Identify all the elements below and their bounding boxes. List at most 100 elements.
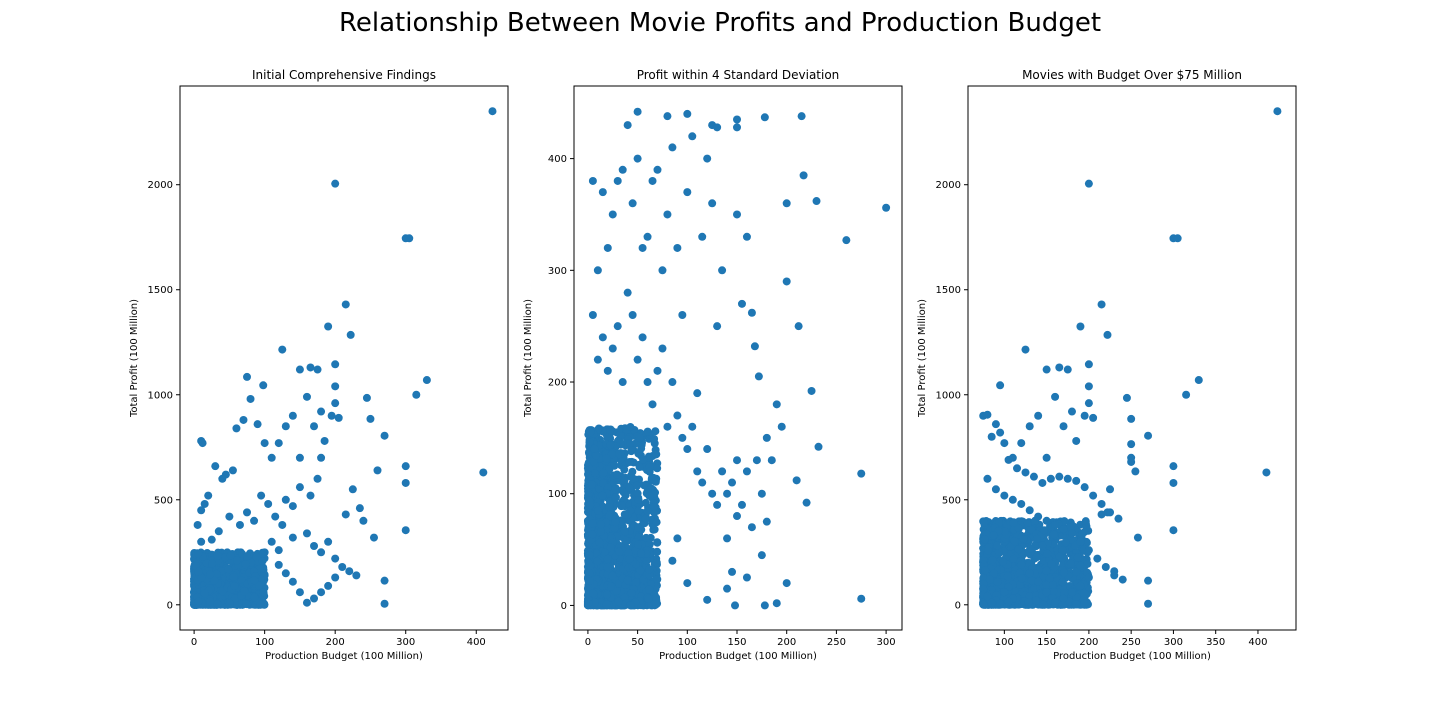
data-point bbox=[281, 495, 290, 504]
data-point bbox=[812, 197, 821, 206]
data-point bbox=[673, 411, 682, 420]
data-point bbox=[652, 518, 661, 527]
data-point bbox=[206, 570, 215, 579]
y-tick-label: 1500 bbox=[148, 285, 173, 296]
x-tick-label: 50 bbox=[631, 637, 644, 648]
data-point bbox=[1066, 523, 1075, 532]
data-point bbox=[994, 548, 1003, 557]
data-point bbox=[713, 123, 722, 132]
data-point bbox=[698, 478, 707, 487]
data-point bbox=[588, 310, 597, 319]
data-point bbox=[1000, 439, 1009, 448]
data-point bbox=[1017, 499, 1026, 508]
data-point bbox=[1059, 594, 1068, 603]
data-point bbox=[985, 575, 994, 584]
x-tick-label: 250 bbox=[1122, 637, 1141, 648]
x-tick-label: 350 bbox=[1206, 637, 1225, 648]
data-point bbox=[663, 112, 672, 121]
data-point bbox=[598, 188, 607, 197]
data-point bbox=[698, 232, 707, 241]
data-point bbox=[310, 422, 319, 431]
data-point bbox=[595, 538, 604, 547]
data-point bbox=[235, 520, 244, 529]
data-point bbox=[230, 594, 239, 603]
data-point bbox=[1013, 464, 1022, 473]
data-point bbox=[1110, 567, 1119, 576]
data-point bbox=[1008, 495, 1017, 504]
data-point bbox=[596, 527, 605, 536]
data-point bbox=[1042, 581, 1051, 590]
data-point bbox=[668, 143, 677, 152]
data-point bbox=[782, 277, 791, 286]
data-point bbox=[620, 510, 629, 519]
data-point bbox=[814, 442, 823, 451]
data-point bbox=[1032, 596, 1041, 605]
data-point bbox=[633, 355, 642, 364]
data-point bbox=[588, 176, 597, 185]
data-point bbox=[754, 372, 763, 381]
data-point bbox=[1063, 474, 1072, 483]
data-point bbox=[422, 376, 431, 385]
data-point bbox=[625, 554, 634, 563]
data-point bbox=[1182, 390, 1191, 399]
data-point bbox=[683, 109, 692, 118]
data-point bbox=[1051, 392, 1060, 401]
data-point bbox=[240, 587, 249, 596]
data-point bbox=[228, 466, 237, 475]
data-point bbox=[634, 523, 643, 532]
data-point bbox=[625, 483, 634, 492]
data-point bbox=[993, 577, 1002, 586]
y-tick-label: 500 bbox=[942, 495, 961, 506]
data-point bbox=[693, 389, 702, 398]
data-point bbox=[194, 597, 203, 606]
y-tick-label: 0 bbox=[167, 600, 173, 611]
data-point bbox=[645, 491, 654, 500]
data-point bbox=[1039, 600, 1048, 609]
data-point bbox=[590, 598, 599, 607]
data-point bbox=[590, 444, 599, 453]
data-point bbox=[594, 506, 603, 515]
data-point bbox=[259, 381, 268, 390]
data-point bbox=[193, 520, 202, 529]
data-point bbox=[1080, 599, 1089, 608]
data-point bbox=[1127, 440, 1136, 449]
data-point bbox=[983, 410, 992, 419]
data-point bbox=[331, 554, 340, 563]
data-point bbox=[1032, 534, 1041, 543]
data-point bbox=[1169, 462, 1178, 471]
data-point bbox=[980, 535, 989, 544]
data-point bbox=[211, 462, 220, 471]
data-point bbox=[194, 567, 203, 576]
data-point bbox=[633, 107, 642, 116]
data-point bbox=[1084, 573, 1093, 582]
data-point bbox=[274, 560, 283, 569]
data-point bbox=[362, 393, 371, 402]
x-tick-label: 250 bbox=[827, 637, 846, 648]
data-point bbox=[742, 573, 751, 582]
data-point bbox=[250, 593, 259, 602]
data-point bbox=[288, 411, 297, 420]
data-point bbox=[225, 599, 234, 608]
data-point bbox=[348, 485, 357, 494]
data-point bbox=[678, 433, 687, 442]
data-point bbox=[772, 400, 781, 409]
data-point bbox=[224, 565, 233, 574]
y-tick-label: 100 bbox=[548, 489, 567, 500]
data-point bbox=[1133, 533, 1142, 542]
x-tick-label: 200 bbox=[326, 637, 345, 648]
y-axis-label: Total Profit (100 Million) bbox=[523, 299, 534, 418]
data-point bbox=[728, 478, 737, 487]
data-point bbox=[200, 499, 209, 508]
data-point bbox=[288, 533, 297, 542]
data-point bbox=[1076, 322, 1085, 331]
data-point bbox=[593, 266, 602, 275]
data-point bbox=[639, 455, 648, 464]
data-point bbox=[1067, 588, 1076, 597]
data-point bbox=[635, 448, 644, 457]
data-point bbox=[603, 590, 612, 599]
data-point bbox=[198, 439, 207, 448]
data-point bbox=[1063, 365, 1072, 374]
data-point bbox=[1042, 516, 1051, 525]
data-point bbox=[1032, 553, 1041, 562]
